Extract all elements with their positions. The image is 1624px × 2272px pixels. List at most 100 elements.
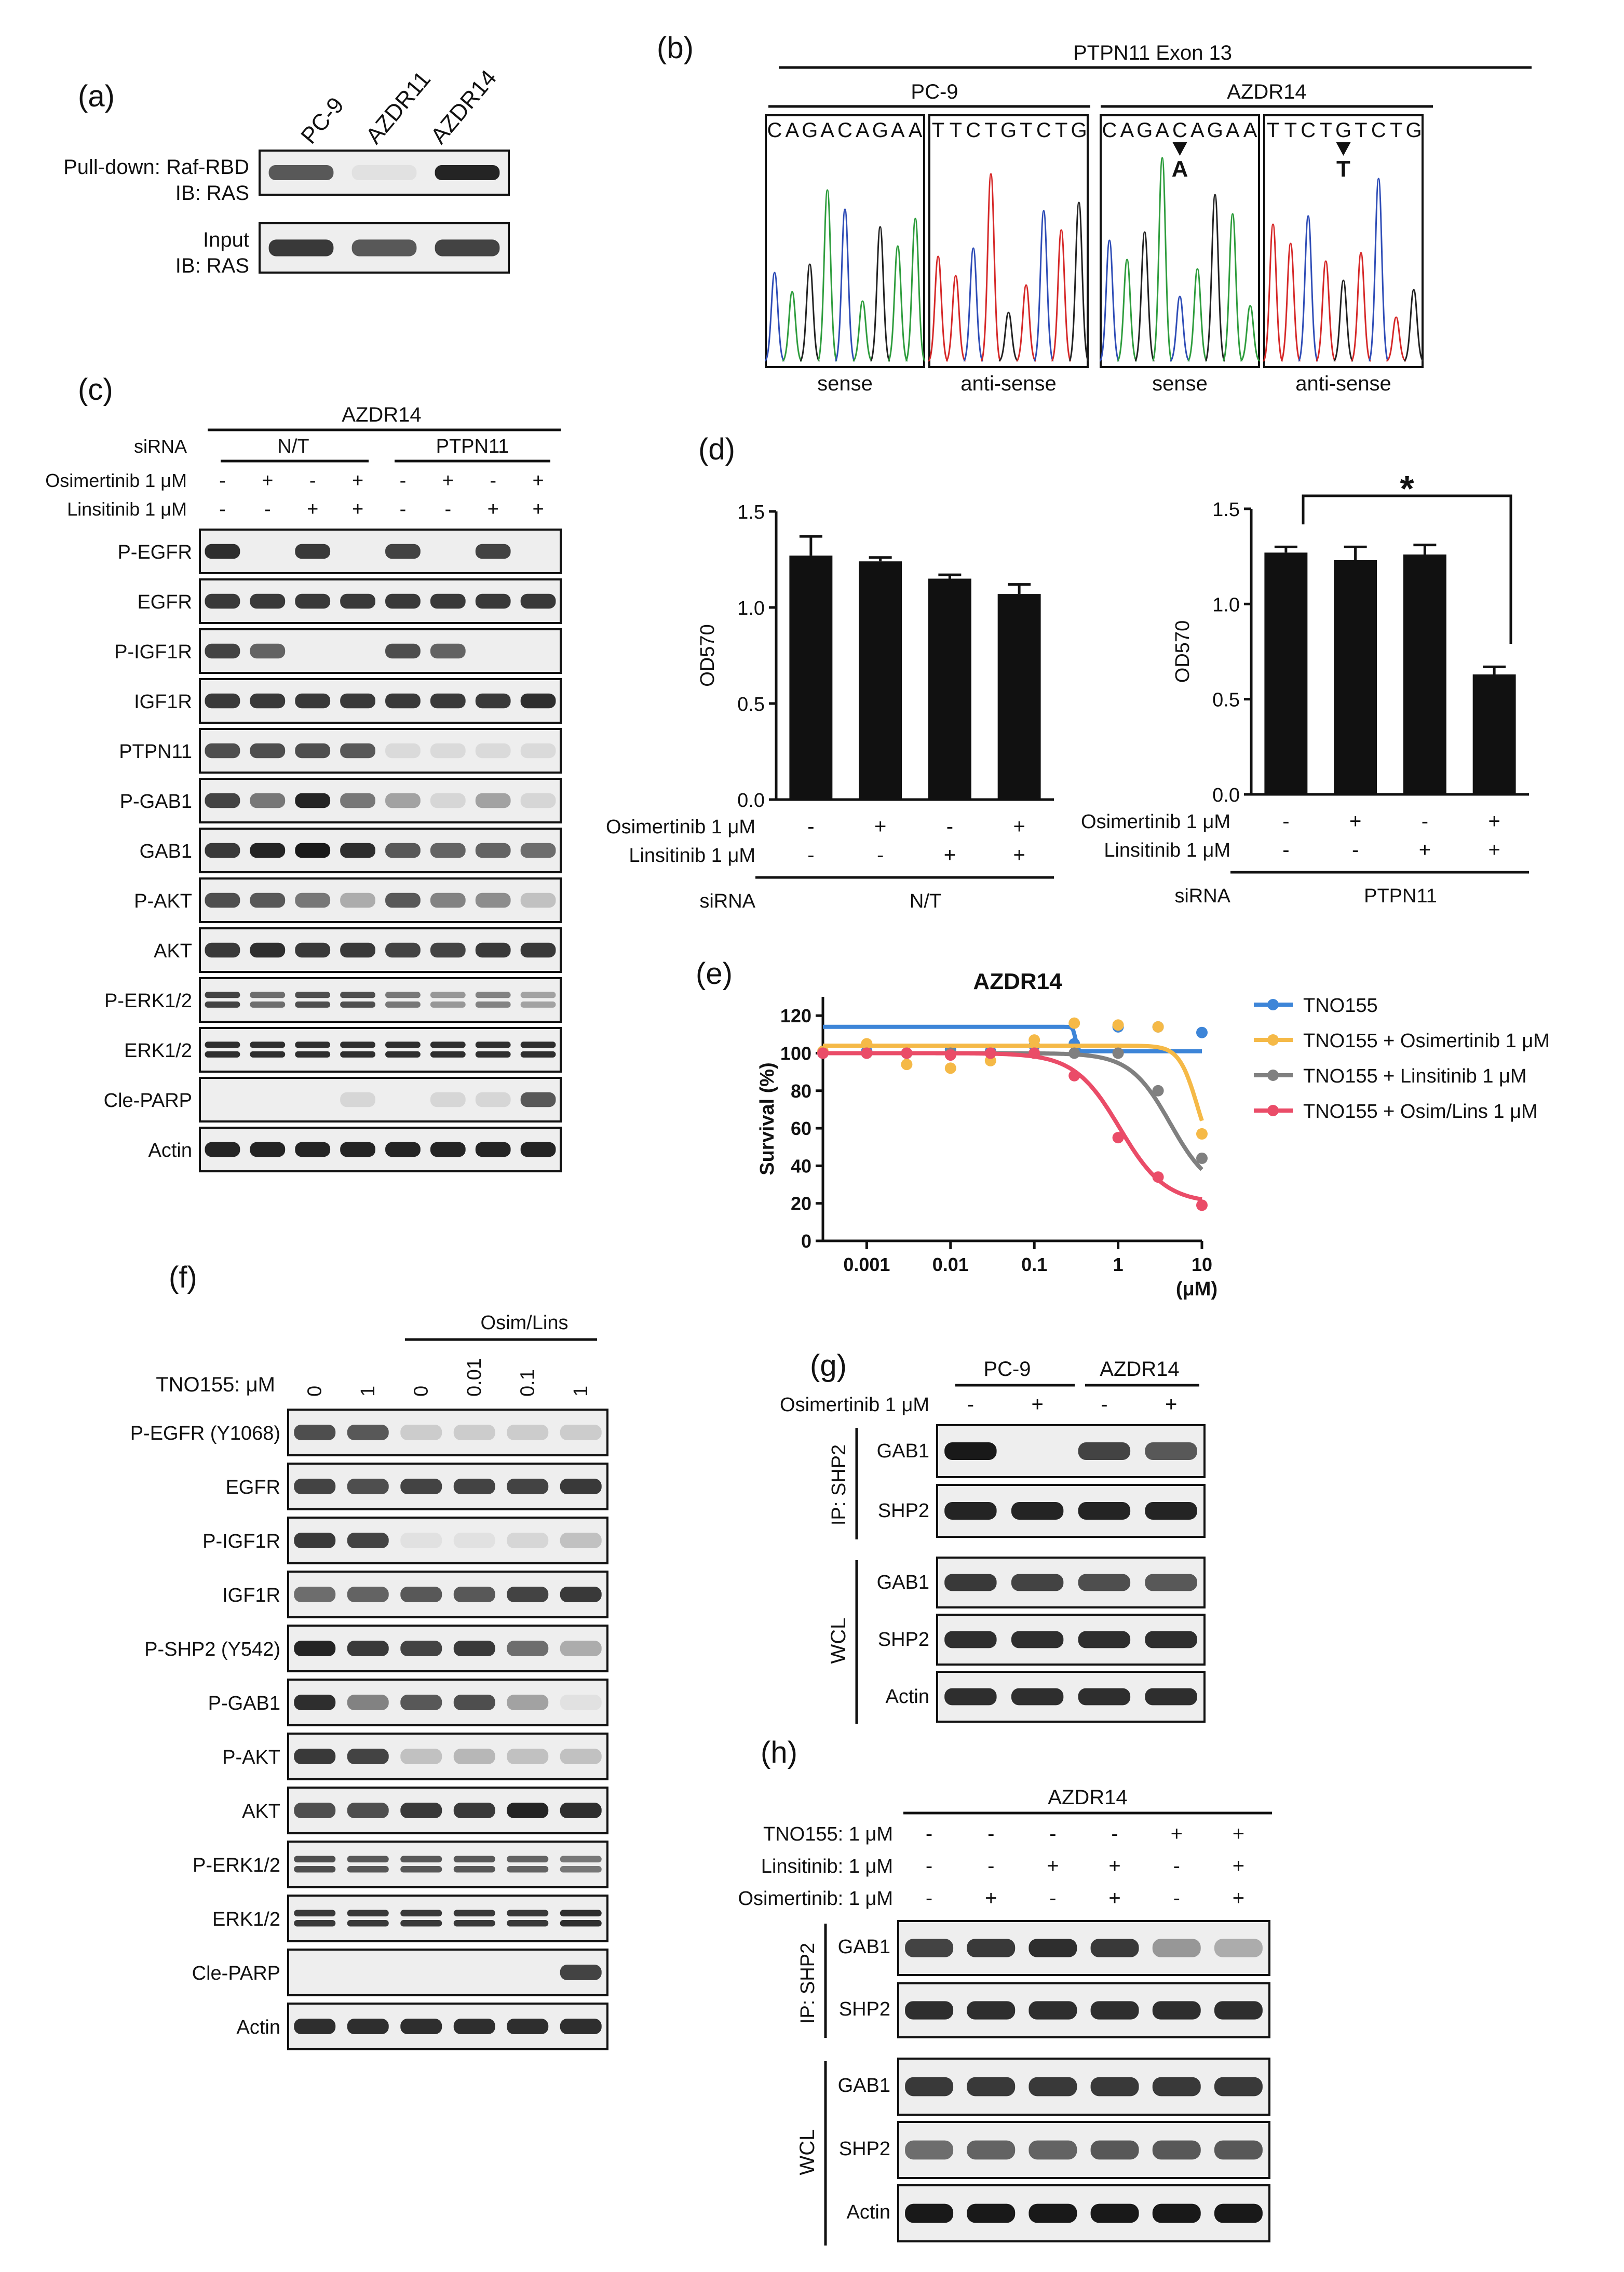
data-point — [1068, 1017, 1080, 1029]
f-P-EGFR (Y1068)-band — [294, 1425, 336, 1440]
data-point — [861, 1047, 873, 1059]
treatment-sign: + — [1047, 1855, 1059, 1877]
bar — [859, 561, 902, 800]
f-IGF1R-band — [347, 1587, 389, 1602]
c-AKT-band — [475, 942, 511, 958]
h-wcl-SHP2-band — [905, 2140, 954, 2160]
c-ERK1/2-band — [430, 1042, 466, 1048]
treatment-sign: - — [1282, 810, 1289, 833]
sirna-label: siRNA — [1174, 885, 1230, 907]
treatment-sign: + — [1488, 810, 1500, 833]
blot-label: SHP2 — [839, 1998, 890, 2020]
treatment-label: Linsitinib: 1 μM — [761, 1856, 893, 1877]
y-tick-label: 20 — [791, 1193, 811, 1214]
f-IGF1R-band — [294, 1587, 336, 1602]
f-ERK1/2-band — [400, 1910, 442, 1917]
f-ERK1/2-band — [400, 1919, 442, 1927]
h-ip-GAB1-band — [1214, 1939, 1263, 1957]
treatment-sign: - — [1111, 1822, 1118, 1845]
c-P-ERK1/2-band — [295, 992, 331, 998]
panel-label: (c) — [78, 373, 113, 407]
f-AKT-band — [560, 1803, 602, 1818]
blot-label: IGF1R — [222, 1585, 280, 1606]
dose-value: 0 — [304, 1386, 326, 1397]
c-GAB1-band — [295, 843, 331, 858]
c-ERK1/2-band — [520, 1051, 556, 1058]
f-P-IGF1R-band — [507, 1533, 549, 1548]
dose-value: 0 — [410, 1386, 432, 1397]
treatment-sign: - — [400, 498, 407, 520]
legend-marker — [1267, 999, 1279, 1010]
f-P-GAB1-band — [507, 1695, 549, 1710]
f-P-ERK1/2-band — [400, 1865, 442, 1873]
x-tick-label: 10 — [1192, 1254, 1212, 1275]
f-P-EGFR (Y1068)-band — [453, 1425, 495, 1440]
c-P-EGFR-band — [385, 544, 421, 559]
base-letter: T — [1055, 119, 1067, 142]
h-wcl-GAB1-blot — [897, 2058, 1270, 2116]
h-ip-SHP2-blot — [897, 1982, 1270, 2038]
y-tick-label: 60 — [791, 1118, 811, 1139]
treatment-sign: + — [352, 498, 363, 520]
g-wcl-SHP2-band — [1145, 1631, 1197, 1648]
c-ERK1/2-blot — [199, 1027, 562, 1073]
blot-label: GAB1 — [140, 841, 192, 862]
x-tick-label: 0.1 — [1021, 1254, 1047, 1275]
f-P-IGF1R-blot — [287, 1517, 608, 1564]
blot-label: Actin — [886, 1686, 929, 1708]
f-P-EGFR (Y1068)-blot — [287, 1409, 608, 1456]
treatment-sign: + — [1233, 1887, 1244, 1910]
trace-peak — [1403, 289, 1425, 362]
blot-label: P-EGFR (Y1068) — [130, 1423, 280, 1444]
treatment-sign: + — [532, 498, 544, 520]
significance-star: * — [1400, 468, 1414, 509]
c-ERK1/2-band — [475, 1042, 511, 1048]
base-letter: T — [932, 119, 944, 142]
legend-marker — [1267, 1070, 1279, 1081]
h-ip-SHP2-band — [1214, 2001, 1263, 2020]
c-P-GAB1-band — [295, 793, 331, 808]
f-P-IGF1R-band — [560, 1533, 602, 1548]
trace-peak — [799, 263, 820, 362]
g-ip-SHP2-band — [944, 1502, 997, 1520]
treatment-sign: - — [1352, 839, 1359, 861]
base-letter: A — [909, 119, 923, 142]
sirna-label: siRNA — [699, 890, 755, 912]
base-letter: G — [1207, 119, 1223, 142]
h-ip-GAB1-band — [1028, 1939, 1077, 1957]
f-P-ERK1/2-blot — [287, 1841, 608, 1888]
trace-peak — [1315, 260, 1336, 362]
treatment-sign: + — [307, 498, 318, 520]
f-P-SHP2 (Y542)-band — [400, 1641, 442, 1656]
c-P-GAB1-band — [520, 793, 556, 808]
c-IGF1R-band — [385, 693, 421, 709]
h-ip-SHP2-band — [905, 2001, 954, 2020]
f-P-ERK1/2-band — [453, 1865, 495, 1873]
treatment-sign: + — [1031, 1393, 1043, 1416]
c-P-ERK1/2-band — [520, 1001, 556, 1008]
f-P-AKT-band — [294, 1749, 336, 1764]
trace-peak — [781, 291, 803, 362]
pulldown-row-1-band — [268, 239, 334, 256]
g-wcl-Actin-band — [1011, 1688, 1064, 1706]
g-wcl-SHP2-band — [1078, 1631, 1131, 1648]
data-point — [1068, 1070, 1080, 1081]
c-ERK1/2-band — [205, 1042, 240, 1048]
panel-label: (f) — [169, 1261, 197, 1294]
f-ERK1/2-band — [560, 1919, 602, 1927]
wcl-label: WCL — [827, 1618, 850, 1664]
c-P-GAB1-band — [340, 793, 375, 808]
chromatogram-box — [765, 114, 925, 368]
bar — [928, 578, 971, 800]
blot-label: EGFR — [225, 1477, 280, 1498]
base-letter: T — [1267, 119, 1279, 142]
trace-peak — [1205, 194, 1226, 362]
f-ERK1/2-band — [560, 1910, 602, 1917]
f-P-SHP2 (Y542)-band — [560, 1641, 602, 1656]
c-Cle-PARP-band — [340, 1092, 375, 1107]
c-Actin-band — [340, 1142, 375, 1157]
blot-label: Actin — [847, 2201, 890, 2223]
g-wcl-GAB1-band — [1011, 1574, 1064, 1591]
base-letter: G — [1405, 119, 1422, 142]
treatment-sign: - — [490, 470, 496, 492]
